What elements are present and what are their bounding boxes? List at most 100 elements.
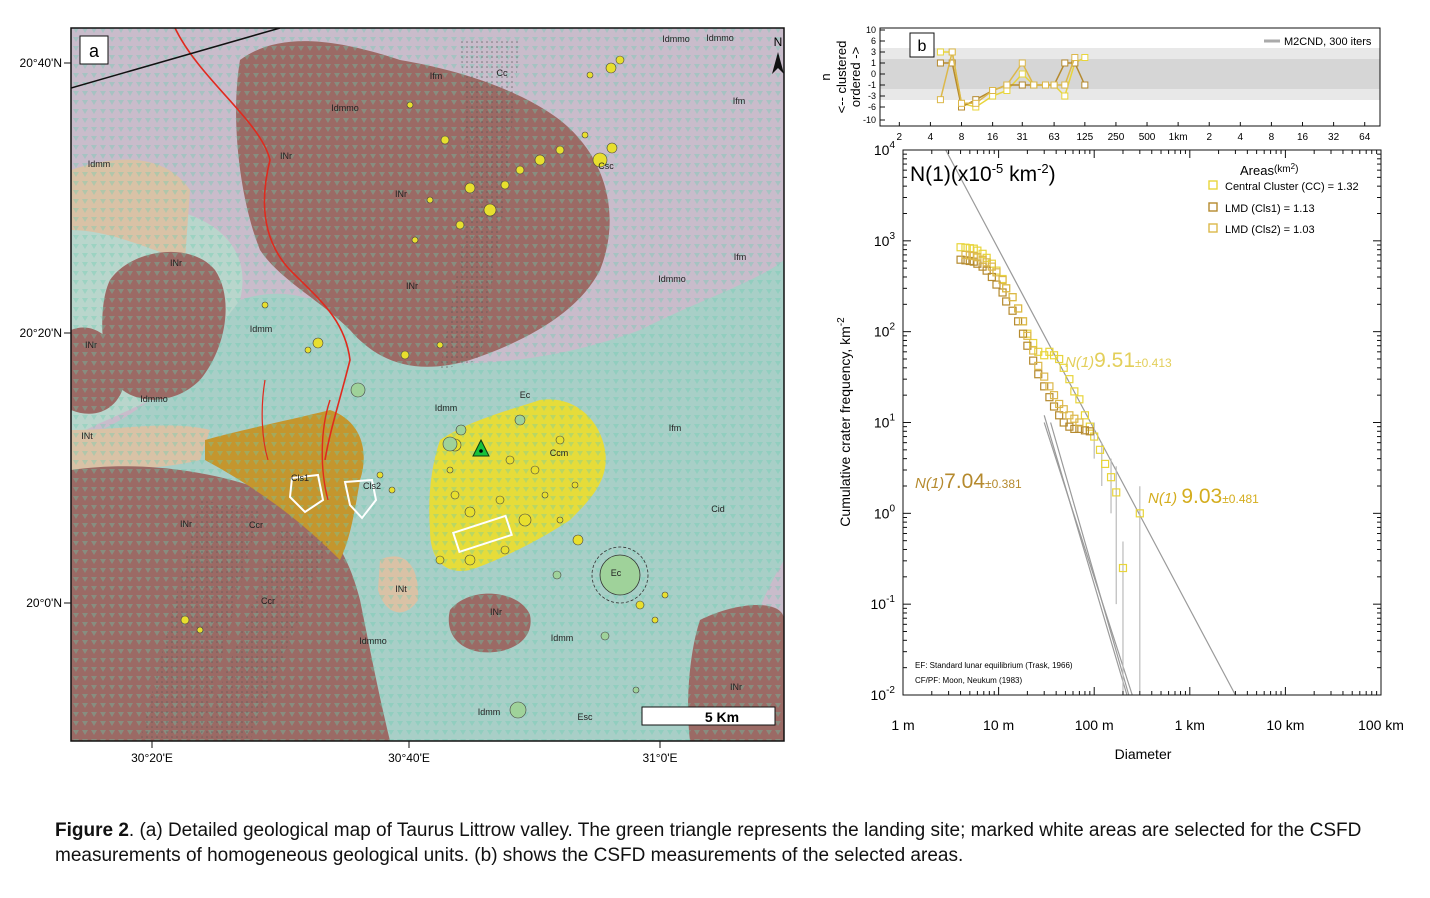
unit-label: Idmmo [331, 103, 359, 113]
csfd-point [1018, 329, 1028, 338]
crater-marker [586, 71, 594, 79]
csfd-point [973, 253, 982, 262]
main-ytick-label: 104 [874, 140, 896, 158]
inset-point [972, 99, 980, 107]
csfd-point [1002, 284, 1011, 293]
crater-markers [180, 55, 669, 719]
csfd-point [1049, 391, 1059, 400]
unit-label: Ifm [430, 71, 443, 81]
unit-label: INr [280, 151, 292, 161]
svg-text:N: N [774, 35, 783, 49]
main-ytick-label: 101 [874, 413, 896, 431]
inset-point [958, 99, 966, 107]
landing-site-marker [472, 438, 490, 457]
inset-xtick-label: 1km [1169, 132, 1188, 143]
inset-legend: M2CND, 300 iters [1284, 36, 1372, 48]
inset-ytick-label: -1 [868, 80, 876, 90]
unit-label: INr [85, 340, 97, 350]
csfd-point [1055, 411, 1064, 420]
csfd-point [992, 268, 1001, 277]
csfd-point [1055, 399, 1064, 409]
reference-curve [1043, 415, 1128, 696]
inset-xtick-label: 8 [959, 132, 965, 143]
unit-label: Ifm [734, 252, 747, 262]
main-ytick-label: 102 [874, 322, 896, 340]
crater-marker [541, 491, 549, 499]
annotation-cls1: N(1)7.04±0.381 [915, 470, 1022, 493]
csfd-point [1034, 361, 1043, 370]
map-body [71, 28, 784, 741]
crater-marker [440, 135, 450, 145]
inset-point [936, 59, 944, 67]
crater-marker [615, 55, 625, 65]
csfd-point [1055, 354, 1064, 364]
main-xtick-label: 100 m [1075, 717, 1114, 733]
unit-label: Idmmo [662, 34, 690, 44]
csfd-point [956, 255, 965, 264]
lat-label: 20°20'N [20, 326, 62, 340]
csfd-point [956, 243, 965, 252]
crater-marker [376, 471, 384, 479]
csfd-point [1008, 293, 1017, 302]
crater-marker [435, 555, 445, 565]
crater-marker [180, 615, 190, 625]
inset-point [1018, 59, 1026, 67]
unit-label: Csc [598, 161, 614, 171]
main-ytick-label: 10-1 [871, 594, 896, 612]
inset-ytick-label: -3 [868, 91, 876, 101]
csfd-point [1049, 402, 1059, 411]
crater-marker [530, 465, 540, 475]
csfd-point [1095, 445, 1105, 454]
figure-caption: Figure 2. (a) Detailed geological map of… [55, 818, 1385, 868]
unit-label: Idmmo [658, 274, 686, 284]
crater-marker [304, 346, 312, 354]
crater-marker [483, 203, 497, 217]
csfd-point [1075, 418, 1084, 427]
unit-label: Ec [611, 568, 622, 578]
inset-xtick-label: 16 [1297, 132, 1309, 143]
unit-label: Idmmo [706, 33, 734, 43]
crater-marker [312, 337, 324, 349]
csfd-point [1100, 459, 1110, 469]
north-arrow-icon: N [772, 35, 784, 74]
lon-label: 30°20'E [131, 751, 173, 765]
scale-bar-label: 5 Km [705, 709, 739, 725]
csfd-point [987, 272, 996, 282]
inset-point [1061, 92, 1069, 100]
inset-xticks: 2 4 8 16 31 63 125 250 500 1km 2 4 8 16 32 64 [897, 122, 1371, 143]
csfd-point [1002, 297, 1011, 306]
reference-curve [1043, 422, 1133, 696]
unit-label: Cc [497, 68, 508, 78]
legend-item-cls1: LMD (Cls1) = 1.13 [1225, 203, 1315, 215]
unit-label: Ccr [261, 596, 275, 606]
crater-marker [446, 466, 454, 474]
reference-curve [945, 149, 1236, 696]
csfd-point [982, 258, 991, 267]
lon-label: 31°0'E [642, 751, 677, 765]
unit-label: Ifm [733, 96, 746, 106]
inset-xtick-label: 125 [1076, 132, 1093, 143]
crater-marker [555, 145, 565, 155]
crater-marker [500, 180, 510, 190]
inset-xtick-label: 4 [928, 132, 934, 143]
inset-point [936, 48, 944, 56]
unit-label: INr [490, 607, 502, 617]
inset-point [1081, 81, 1089, 89]
crater-marker [515, 165, 525, 175]
csfd-point [1080, 411, 1090, 420]
inset-point [989, 87, 997, 94]
unit-label: Ccm [550, 448, 569, 458]
crater-marker [406, 101, 414, 109]
crater-marker [495, 495, 505, 505]
csfd-point [961, 256, 970, 265]
csfd-main-plot: 104 103 102 101 100 10-1 10-2 1 m 10 m 100 m 1 km… [836, 140, 1404, 762]
crater-marker [450, 490, 460, 500]
csfd-point [1085, 427, 1094, 436]
crater-marker [500, 545, 510, 555]
csfd-point [1040, 382, 1049, 391]
x-axis-label: Diameter [1115, 746, 1172, 762]
csfd-point [1029, 356, 1038, 365]
unit-label: Ifm [669, 423, 682, 433]
main-plot-title: N(1)(x10-5 km-2) [910, 161, 1056, 186]
csfd-point [998, 275, 1007, 285]
